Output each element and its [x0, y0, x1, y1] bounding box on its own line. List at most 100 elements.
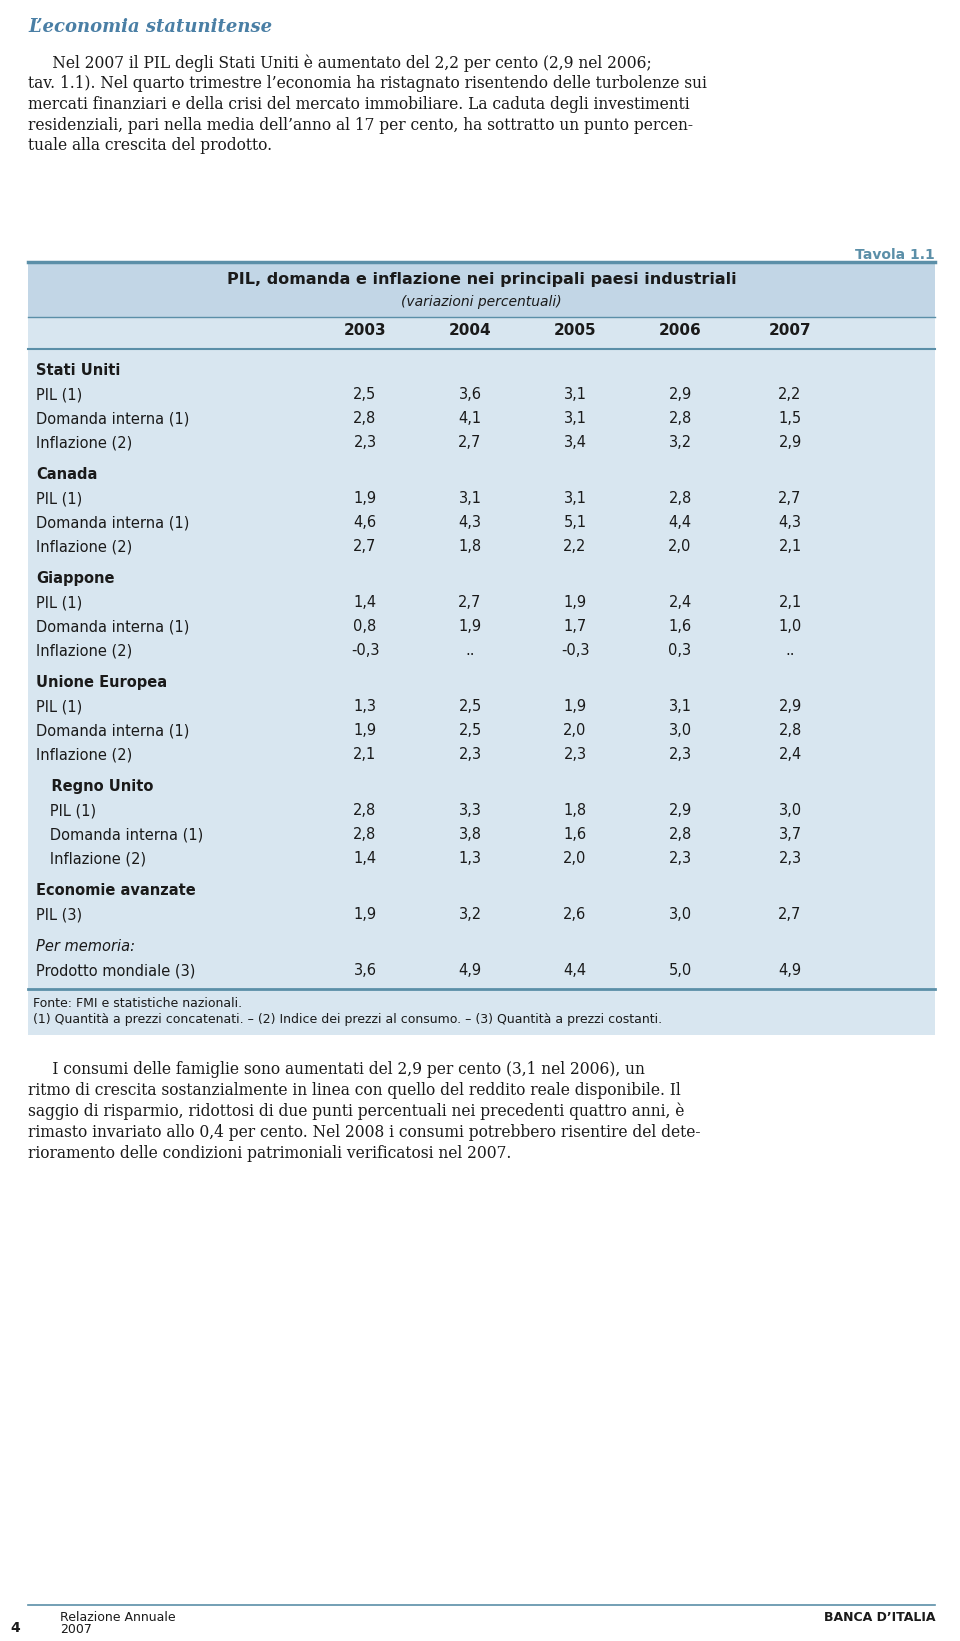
- Text: 3,2: 3,2: [459, 907, 482, 922]
- Text: 2,7: 2,7: [779, 907, 802, 922]
- Text: Domanda interna (1): Domanda interna (1): [36, 515, 189, 530]
- Text: 2,1: 2,1: [779, 538, 802, 555]
- Text: BANCA D’ITALIA: BANCA D’ITALIA: [824, 1611, 935, 1625]
- Bar: [28, 263, 935, 317]
- Text: Domanda interna (1): Domanda interna (1): [36, 619, 189, 633]
- Text: Canada: Canada: [36, 468, 97, 482]
- Text: I consumi delle famiglie sono aumentati del 2,9 per cento (3,1 nel 2006), un: I consumi delle famiglie sono aumentati …: [28, 1062, 645, 1078]
- Text: Per memoria:: Per memoria:: [36, 939, 135, 953]
- Text: PIL, domanda e inflazione nei principali paesi industriali: PIL, domanda e inflazione nei principali…: [227, 272, 736, 287]
- Text: 3,1: 3,1: [564, 387, 587, 402]
- Text: 2,5: 2,5: [458, 699, 482, 714]
- Text: 3,1: 3,1: [459, 491, 482, 505]
- Text: 4,1: 4,1: [459, 410, 482, 427]
- Text: PIL (1): PIL (1): [36, 802, 96, 817]
- Text: 2,0: 2,0: [564, 724, 587, 738]
- Text: 3,1: 3,1: [564, 410, 587, 427]
- Text: PIL (1): PIL (1): [36, 699, 83, 714]
- Text: 0,3: 0,3: [668, 643, 691, 658]
- Text: 1,9: 1,9: [564, 596, 587, 610]
- Text: 3,7: 3,7: [779, 827, 802, 842]
- Text: 2,9: 2,9: [668, 802, 691, 817]
- Text: Domanda interna (1): Domanda interna (1): [36, 724, 189, 738]
- Text: PIL (1): PIL (1): [36, 491, 83, 505]
- Text: 2,3: 2,3: [353, 435, 376, 450]
- Text: Inflazione (2): Inflazione (2): [36, 747, 132, 761]
- Text: 4,3: 4,3: [779, 515, 802, 530]
- Text: 0,8: 0,8: [353, 619, 376, 633]
- Text: 2003: 2003: [344, 323, 386, 338]
- Text: 5,0: 5,0: [668, 963, 691, 978]
- Text: 3,3: 3,3: [459, 802, 481, 817]
- Text: 2,3: 2,3: [779, 852, 802, 866]
- Text: 2,3: 2,3: [459, 747, 482, 761]
- Text: 2,8: 2,8: [779, 724, 802, 738]
- Text: 4,4: 4,4: [564, 963, 587, 978]
- Text: Nel 2007 il PIL degli Stati Uniti è aumentato del 2,2 per cento (2,9 nel 2006;: Nel 2007 il PIL degli Stati Uniti è aume…: [28, 56, 652, 72]
- Text: 1,5: 1,5: [779, 410, 802, 427]
- Text: 4: 4: [11, 1621, 20, 1634]
- Text: Relazione Annuale: Relazione Annuale: [60, 1611, 176, 1625]
- Text: 4,6: 4,6: [353, 515, 376, 530]
- Text: 2,6: 2,6: [564, 907, 587, 922]
- Text: (variazioni percentuali): (variazioni percentuali): [401, 295, 562, 309]
- Text: 2,7: 2,7: [353, 538, 376, 555]
- Text: 2,0: 2,0: [564, 852, 587, 866]
- Text: 2,8: 2,8: [668, 491, 691, 505]
- Text: 3,2: 3,2: [668, 435, 691, 450]
- Text: 3,0: 3,0: [668, 907, 691, 922]
- Text: 2,7: 2,7: [458, 596, 482, 610]
- Text: 2007: 2007: [769, 323, 811, 338]
- Text: 2,4: 2,4: [668, 596, 691, 610]
- Text: 1,6: 1,6: [564, 827, 587, 842]
- Text: 2,9: 2,9: [668, 387, 691, 402]
- Text: -0,3: -0,3: [350, 643, 379, 658]
- Text: 1,6: 1,6: [668, 619, 691, 633]
- Text: 3,6: 3,6: [459, 387, 482, 402]
- Text: Stati Uniti: Stati Uniti: [36, 363, 120, 377]
- Text: 1,3: 1,3: [353, 699, 376, 714]
- Text: Fonte: FMI e statistiche nazionali.: Fonte: FMI e statistiche nazionali.: [33, 998, 242, 1009]
- Text: 2,5: 2,5: [458, 724, 482, 738]
- Text: Economie avanzate: Economie avanzate: [36, 883, 196, 898]
- Text: Tavola 1.1: Tavola 1.1: [855, 248, 935, 263]
- Text: ritmo di crescita sostanzialmente in linea con quello del reddito reale disponib: ritmo di crescita sostanzialmente in lin…: [28, 1081, 681, 1099]
- Text: tav. 1.1). Nel quarto trimestre l’economia ha ristagnato risentendo delle turbol: tav. 1.1). Nel quarto trimestre l’econom…: [28, 75, 707, 92]
- Text: 3,4: 3,4: [564, 435, 587, 450]
- Text: rioramento delle condizioni patrimoniali verificatosi nel 2007.: rioramento delle condizioni patrimoniali…: [28, 1145, 512, 1162]
- Text: 2,2: 2,2: [779, 387, 802, 402]
- Text: Prodotto mondiale (3): Prodotto mondiale (3): [36, 963, 196, 978]
- Text: 3,1: 3,1: [564, 491, 587, 505]
- Text: 2,2: 2,2: [564, 538, 587, 555]
- Text: 4,3: 4,3: [459, 515, 482, 530]
- Text: 2,8: 2,8: [353, 802, 376, 817]
- Text: Inflazione (2): Inflazione (2): [36, 643, 132, 658]
- Text: 1,9: 1,9: [564, 699, 587, 714]
- Text: 1,4: 1,4: [353, 852, 376, 866]
- Text: 2,7: 2,7: [779, 491, 802, 505]
- Text: 1,3: 1,3: [459, 852, 482, 866]
- Text: 1,0: 1,0: [779, 619, 802, 633]
- Text: 1,9: 1,9: [353, 724, 376, 738]
- Text: 5,1: 5,1: [564, 515, 587, 530]
- Text: Unione Europea: Unione Europea: [36, 674, 167, 689]
- Text: 2,5: 2,5: [353, 387, 376, 402]
- Text: Domanda interna (1): Domanda interna (1): [36, 410, 189, 427]
- Text: 1,9: 1,9: [459, 619, 482, 633]
- Text: 1,9: 1,9: [353, 491, 376, 505]
- Text: 2,1: 2,1: [353, 747, 376, 761]
- Text: 3,0: 3,0: [668, 724, 691, 738]
- Text: 1,7: 1,7: [564, 619, 587, 633]
- Text: 1,8: 1,8: [564, 802, 587, 817]
- Text: 2007: 2007: [60, 1623, 92, 1636]
- Text: ..: ..: [785, 643, 795, 658]
- Text: Domanda interna (1): Domanda interna (1): [36, 827, 204, 842]
- Text: 3,1: 3,1: [668, 699, 691, 714]
- Text: 3,6: 3,6: [353, 963, 376, 978]
- Text: saggio di risparmio, ridottosi di due punti percentuali nei precedenti quattro a: saggio di risparmio, ridottosi di due pu…: [28, 1103, 684, 1121]
- Text: Regno Unito: Regno Unito: [36, 779, 154, 794]
- Text: 1,8: 1,8: [459, 538, 482, 555]
- Text: 2,8: 2,8: [353, 827, 376, 842]
- Text: rimasto invariato allo 0,4 per cento. Nel 2008 i consumi potrebbero risentire de: rimasto invariato allo 0,4 per cento. Ne…: [28, 1124, 701, 1140]
- Text: L’economia statunitense: L’economia statunitense: [28, 18, 272, 36]
